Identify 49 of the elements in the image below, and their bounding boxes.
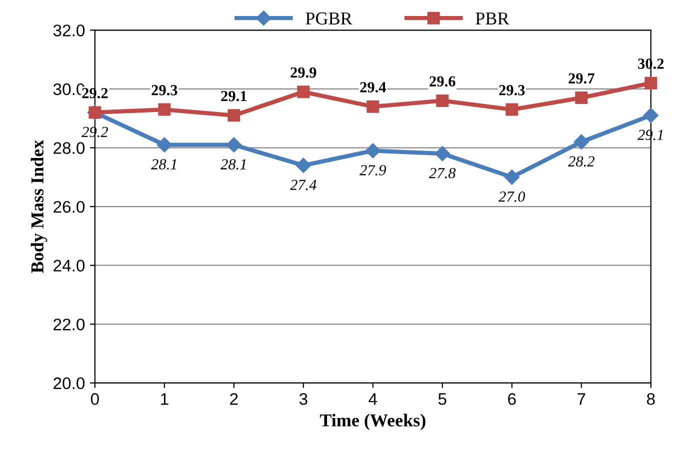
point bbox=[643, 108, 658, 123]
data-label: 28.1 bbox=[151, 159, 176, 170]
point bbox=[434, 146, 450, 162]
data-label: 28.1 bbox=[220, 159, 246, 170]
x-tick-label: 1 bbox=[161, 393, 168, 405]
data-label: 29.7 bbox=[568, 73, 594, 84]
x-tick-label: 0 bbox=[90, 393, 99, 405]
y-tick-label: 26.0 bbox=[54, 200, 85, 213]
data-label: 27.8 bbox=[429, 168, 456, 178]
data-label: 29.9 bbox=[290, 67, 316, 78]
x-tick-label: 5 bbox=[438, 393, 446, 405]
point bbox=[574, 134, 589, 150]
x-tick-label: 7 bbox=[578, 393, 586, 405]
legend-label: PBR bbox=[476, 12, 510, 24]
x-tick-label: 3 bbox=[299, 393, 308, 405]
x-tick-label: 2 bbox=[230, 393, 238, 405]
point bbox=[226, 137, 242, 152]
y-tick-label: 24.0 bbox=[54, 260, 85, 272]
y-tick-label: 28.0 bbox=[54, 142, 85, 154]
point bbox=[506, 103, 518, 116]
point bbox=[158, 103, 171, 116]
point bbox=[296, 158, 311, 173]
x-tick-label: 4 bbox=[368, 393, 378, 405]
point bbox=[436, 94, 449, 107]
y-axis-title: Body Mass Index bbox=[30, 140, 48, 273]
data-label: 27.0 bbox=[498, 191, 526, 202]
data-label: 27.9 bbox=[360, 165, 386, 176]
point bbox=[575, 92, 588, 104]
y-tick-label: 32.0 bbox=[53, 24, 85, 36]
data-label: 27.4 bbox=[290, 180, 316, 190]
data-label: 29.3 bbox=[152, 85, 178, 96]
y-tick-label: 22.0 bbox=[54, 318, 85, 330]
point bbox=[504, 170, 520, 185]
point bbox=[297, 86, 310, 98]
legend-label: PGBR bbox=[306, 12, 352, 25]
point bbox=[156, 137, 172, 152]
point bbox=[228, 109, 240, 122]
data-label: 29.3 bbox=[499, 85, 525, 96]
x-axis-title: Time (Weeks) bbox=[320, 414, 426, 430]
data-label: 28.2 bbox=[568, 156, 594, 167]
data-label: 29.1 bbox=[221, 90, 246, 102]
x-tick-label: 6 bbox=[508, 393, 516, 405]
point bbox=[366, 100, 380, 113]
point bbox=[365, 143, 380, 158]
y-tick-label: 20.0 bbox=[54, 377, 85, 390]
x-tick-label: 8 bbox=[646, 393, 655, 405]
data-label: 29.6 bbox=[430, 76, 456, 87]
data-label: 29.4 bbox=[360, 82, 386, 92]
point bbox=[644, 76, 658, 90]
